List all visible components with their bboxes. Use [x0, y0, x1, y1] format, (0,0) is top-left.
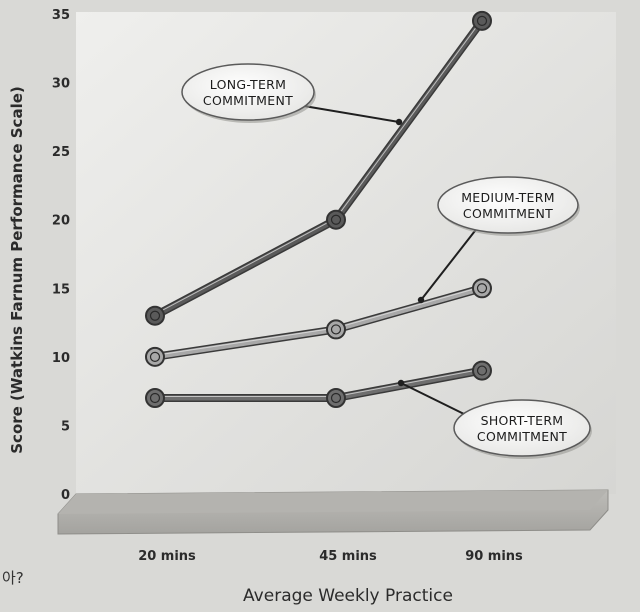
data-point: [472, 360, 492, 381]
callout-text: COMMITMENT: [463, 206, 553, 221]
data-point-inner: [330, 392, 342, 404]
data-point-inner: [149, 310, 161, 321]
data-point-inner: [476, 283, 488, 294]
callout-leader: [420, 226, 479, 301]
y-axis: 0 5 10 15 20 25 30 35: [52, 8, 70, 503]
data-point: [145, 346, 165, 367]
callout-text: SHORT-TERM: [481, 413, 564, 428]
y-tick-label: 10: [52, 351, 70, 366]
data-point-inner: [476, 15, 488, 26]
callout-text: COMMITMENT: [477, 429, 567, 444]
data-point: [326, 209, 346, 230]
y-tick-label: 15: [52, 282, 70, 297]
y-tick-label: 5: [61, 419, 70, 434]
margin-note: 아?: [2, 569, 24, 587]
data-point: [326, 319, 346, 340]
callout-text: COMMITMENT: [203, 93, 293, 108]
data-point: [326, 388, 346, 408]
callout-leader: [400, 382, 465, 415]
x-tick-label: 20 mins: [138, 549, 196, 564]
x-axis-label: Average Weekly Practice: [243, 586, 453, 606]
callout-text: LONG-TERM: [210, 77, 286, 92]
data-point-inner: [330, 324, 342, 335]
data-point-inner: [149, 351, 161, 362]
callout-text: MEDIUM-TERM: [461, 190, 555, 205]
callout-leader: [303, 105, 400, 123]
callout-bubble: [437, 176, 579, 234]
callout-bubble: [181, 63, 315, 121]
y-tick-label: 30: [52, 77, 70, 92]
y-tick-label: 35: [52, 8, 70, 23]
chart-floor-top: [58, 490, 608, 514]
callouts-group: LONG-TERMCOMMITMENTMEDIUM-TERMCOMMITMENT…: [181, 63, 592, 459]
data-point-inner: [149, 392, 161, 404]
x-tick-label: 90 mins: [465, 549, 523, 564]
data-point: [145, 305, 165, 326]
x-axis: 20 mins 45 mins 90 mins: [138, 549, 523, 564]
callout-bubble: [453, 399, 591, 457]
data-point: [472, 278, 492, 299]
x-tick-label: 45 mins: [319, 549, 377, 564]
callout-leader-dot: [395, 118, 403, 126]
y-tick-label: 25: [52, 145, 70, 160]
series-group: [145, 10, 492, 408]
data-point-inner: [476, 365, 488, 376]
callout-leader-dot: [397, 379, 405, 387]
data-point: [472, 10, 492, 31]
data-point: [145, 388, 165, 408]
y-tick-label: 20: [52, 214, 70, 229]
y-axis-label: Score (Watkins Farnum Performance Scale): [8, 86, 26, 454]
callout-leader-dot: [417, 296, 425, 304]
data-point-inner: [330, 214, 342, 225]
y-tick-label: 0: [61, 488, 70, 503]
